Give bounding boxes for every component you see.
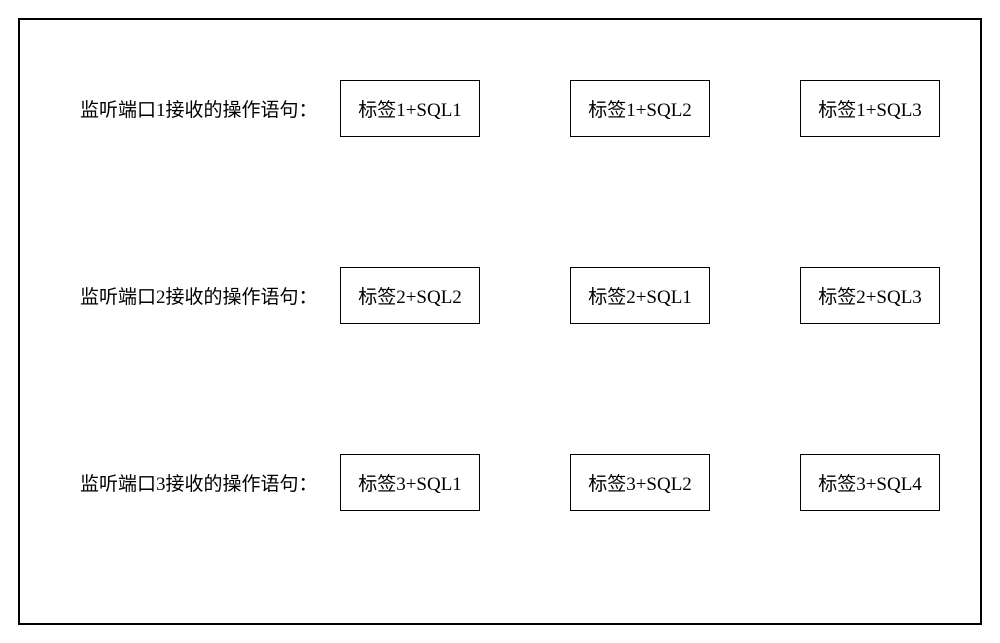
sql-item-box: 标签1+SQL2 bbox=[570, 80, 710, 137]
sql-item-box: 标签1+SQL3 bbox=[800, 80, 940, 137]
item-boxes: 标签1+SQL1 标签1+SQL2 标签1+SQL3 bbox=[340, 80, 940, 137]
row-label: 监听端口2接收的操作语句： bbox=[60, 282, 340, 309]
sql-item-box: 标签2+SQL2 bbox=[340, 267, 480, 324]
diagram-frame: 监听端口1接收的操作语句： 标签1+SQL1 标签1+SQL2 标签1+SQL3… bbox=[18, 18, 982, 625]
sql-item-box: 标签1+SQL1 bbox=[340, 80, 480, 137]
sql-item-box: 标签3+SQL1 bbox=[340, 454, 480, 511]
row-label: 监听端口3接收的操作语句： bbox=[60, 469, 340, 496]
row-label: 监听端口1接收的操作语句： bbox=[60, 95, 340, 122]
sql-item-box: 标签3+SQL4 bbox=[800, 454, 940, 511]
item-boxes: 标签2+SQL2 标签2+SQL1 标签2+SQL3 bbox=[340, 267, 940, 324]
sql-item-box: 标签2+SQL3 bbox=[800, 267, 940, 324]
port-row-3: 监听端口3接收的操作语句： 标签3+SQL1 标签3+SQL2 标签3+SQL4 bbox=[60, 454, 940, 511]
sql-item-box: 标签2+SQL1 bbox=[570, 267, 710, 324]
port-row-1: 监听端口1接收的操作语句： 标签1+SQL1 标签1+SQL2 标签1+SQL3 bbox=[60, 80, 940, 137]
sql-item-box: 标签3+SQL2 bbox=[570, 454, 710, 511]
port-row-2: 监听端口2接收的操作语句： 标签2+SQL2 标签2+SQL1 标签2+SQL3 bbox=[60, 267, 940, 324]
item-boxes: 标签3+SQL1 标签3+SQL2 标签3+SQL4 bbox=[340, 454, 940, 511]
